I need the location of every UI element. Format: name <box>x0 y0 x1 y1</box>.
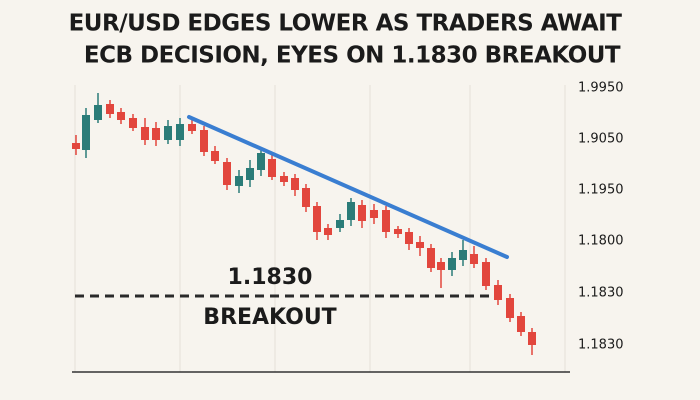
candle-body <box>336 220 344 228</box>
candle <box>200 126 208 156</box>
candle-body <box>176 124 184 140</box>
title-line: ECB DECISION, EYES ON 1.1830 BREAKOUT <box>84 43 621 69</box>
candle-body <box>117 112 125 120</box>
candle <box>302 184 310 212</box>
y-tick-label: 1.1830 <box>578 338 624 353</box>
candle-body <box>200 130 208 152</box>
candle <box>528 328 536 355</box>
candle <box>129 114 137 131</box>
candle <box>324 224 332 240</box>
y-tick-label: 1.1800 <box>578 234 624 249</box>
candle <box>394 226 402 238</box>
candle <box>416 236 424 256</box>
candle <box>223 158 231 190</box>
candle <box>506 294 514 322</box>
candle <box>494 280 502 305</box>
candle-body <box>494 285 502 300</box>
candle-body <box>82 115 90 150</box>
y-tick-label: 1.1830 <box>578 286 624 301</box>
candle-body <box>313 206 321 232</box>
candle <box>517 312 525 336</box>
candle <box>427 244 435 272</box>
candle <box>280 172 288 186</box>
candle-body <box>246 168 254 180</box>
candle <box>405 228 413 250</box>
candle <box>382 206 390 238</box>
candle <box>211 146 219 164</box>
candle-body <box>528 332 536 345</box>
candle-body <box>235 176 243 186</box>
candle-body <box>347 202 355 220</box>
candle <box>106 100 114 118</box>
candle <box>291 174 299 196</box>
candle <box>482 258 490 290</box>
y-tick-label: 1.9950 <box>578 81 624 96</box>
candle <box>268 155 276 180</box>
candle <box>246 160 254 187</box>
candle <box>188 118 196 134</box>
candle <box>117 108 125 124</box>
candle-body <box>291 178 299 190</box>
y-axis: 1.9950 1.9050 1.1950 1.1800 1.1830 1.183… <box>578 81 624 353</box>
breakout-label: BREAKOUT <box>203 305 336 330</box>
candle-body <box>405 232 413 244</box>
candle-body <box>370 210 378 218</box>
candles <box>72 93 536 355</box>
candle-body <box>437 262 445 270</box>
candle <box>141 118 149 145</box>
candle <box>152 122 160 146</box>
candle-body <box>448 258 456 270</box>
candle-body <box>257 153 265 170</box>
candle <box>257 148 265 176</box>
candle-body <box>506 298 514 318</box>
candle <box>448 252 456 276</box>
candle <box>313 202 321 240</box>
trend-line <box>187 115 509 259</box>
candle <box>235 170 243 193</box>
candle <box>347 198 355 226</box>
candle <box>94 93 102 123</box>
candle <box>82 108 90 158</box>
y-tick-label: 1.1950 <box>578 183 624 198</box>
candle-body <box>394 229 402 234</box>
candle-body <box>482 262 490 286</box>
candle-body <box>382 210 390 232</box>
candle <box>358 200 366 228</box>
candle-body <box>358 205 366 221</box>
level-label: 1.1830 <box>228 265 313 290</box>
candle-body <box>164 126 172 140</box>
candle <box>470 246 478 268</box>
candle-body <box>268 159 276 177</box>
title-line: EUR/USD EDGES LOWER AS TRADERS AWAIT <box>69 11 623 37</box>
candle-body <box>152 128 160 140</box>
candle-body <box>72 143 80 149</box>
candle-body <box>324 228 332 235</box>
candle <box>72 135 80 155</box>
candle-body <box>106 104 114 114</box>
candle <box>459 240 467 266</box>
candle <box>370 204 378 224</box>
candle-body <box>517 316 525 332</box>
candle-body <box>459 250 467 260</box>
candle-body <box>129 118 137 128</box>
candle-body <box>470 254 478 264</box>
candle-body <box>427 248 435 268</box>
candle-body <box>211 151 219 161</box>
candle-body <box>188 124 196 131</box>
y-tick-label: 1.9050 <box>578 132 624 147</box>
candle-body <box>223 162 231 185</box>
candle-body <box>302 188 310 207</box>
candle <box>437 258 445 288</box>
candle-body <box>416 242 424 248</box>
candle-body <box>141 127 149 140</box>
candle <box>164 120 172 144</box>
candle-body <box>94 105 102 120</box>
candle <box>176 118 184 146</box>
candle-body <box>280 176 288 182</box>
candle <box>336 214 344 232</box>
